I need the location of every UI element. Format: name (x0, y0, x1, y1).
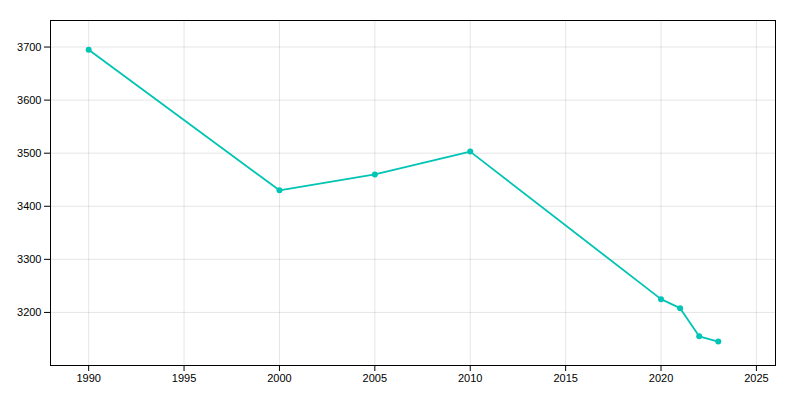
svg-text:3500: 3500 (17, 147, 41, 159)
svg-text:3200: 3200 (17, 306, 41, 318)
svg-text:3400: 3400 (17, 200, 41, 212)
svg-text:3700: 3700 (17, 41, 41, 53)
svg-text:2000: 2000 (267, 372, 291, 384)
svg-text:2010: 2010 (458, 372, 482, 384)
svg-text:2015: 2015 (553, 372, 577, 384)
svg-text:1995: 1995 (172, 372, 196, 384)
svg-text:2025: 2025 (744, 372, 768, 384)
svg-text:2005: 2005 (363, 372, 387, 384)
svg-text:3600: 3600 (17, 94, 41, 106)
svg-text:2020: 2020 (649, 372, 673, 384)
svg-text:1990: 1990 (76, 372, 100, 384)
svg-text:3300: 3300 (17, 253, 41, 265)
